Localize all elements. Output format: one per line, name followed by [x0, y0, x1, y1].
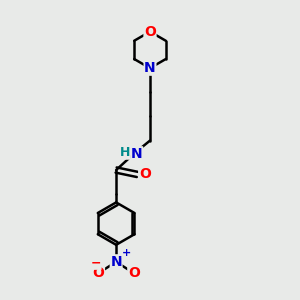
Text: N: N — [110, 255, 122, 269]
Text: O: O — [128, 266, 140, 280]
Text: −: − — [91, 256, 101, 270]
Text: +: + — [122, 248, 131, 258]
Text: H: H — [120, 146, 130, 159]
Text: O: O — [144, 25, 156, 39]
Text: N: N — [144, 61, 156, 75]
Text: O: O — [92, 266, 104, 280]
Text: O: O — [139, 167, 151, 182]
Text: N: N — [131, 147, 142, 161]
